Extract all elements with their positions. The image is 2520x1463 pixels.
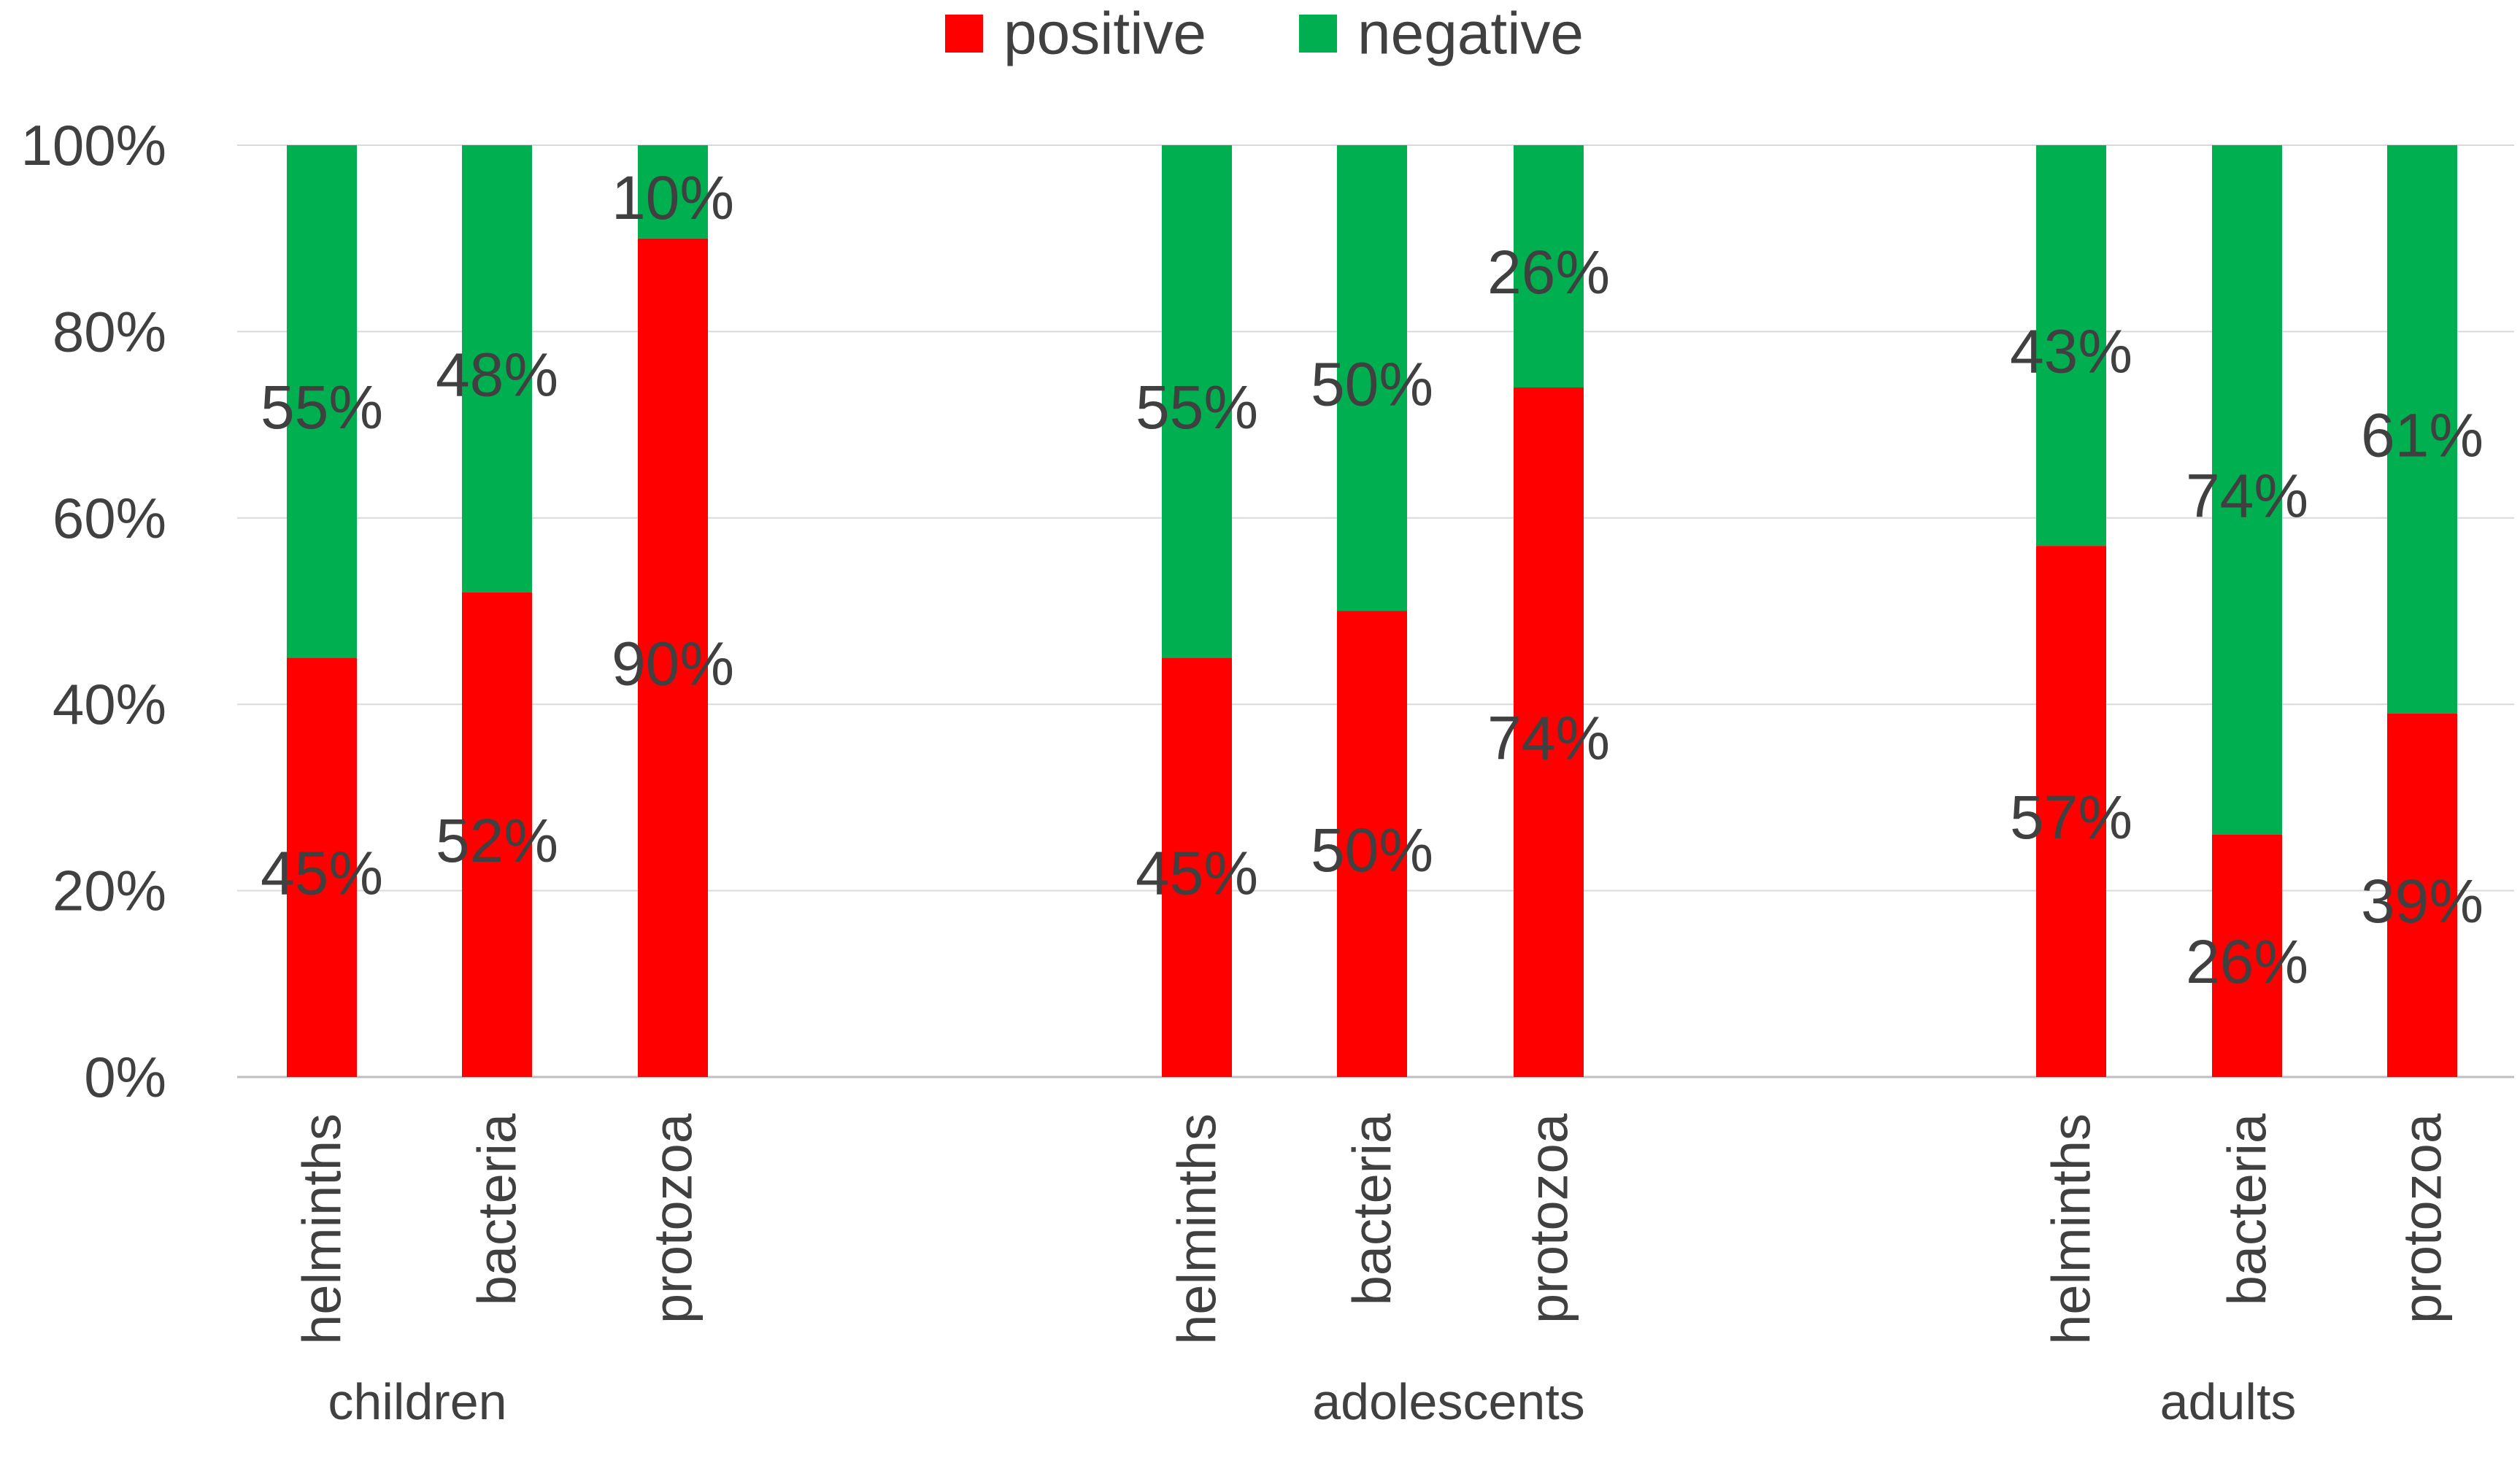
- legend-label-positive: positive: [1003, 1, 1206, 67]
- category-label: helminths: [292, 1113, 352, 1345]
- bar-segment-negative: [2036, 145, 2106, 547]
- data-label-positive: 39%: [2361, 867, 2484, 935]
- data-label-positive: 45%: [261, 839, 383, 908]
- data-label-negative: 48%: [436, 340, 558, 409]
- bar-segment-negative: [2212, 145, 2282, 835]
- data-label-positive: 90%: [612, 629, 734, 698]
- bar-segment-positive: [287, 657, 357, 1077]
- bar-segment-negative: [2387, 145, 2457, 714]
- bar-segment-positive: [462, 592, 532, 1077]
- category-label: helminths: [2041, 1113, 2102, 1345]
- data-label-negative: 50%: [1311, 350, 1433, 418]
- group-label: adolescents: [1312, 1373, 1585, 1430]
- y-tick-label: 20%: [53, 859, 166, 923]
- legend-swatch-positive: [945, 15, 983, 53]
- bar-segment-positive: [1337, 611, 1407, 1077]
- data-label-positive: 26%: [2186, 927, 2308, 996]
- data-label-positive: 50%: [1311, 816, 1433, 884]
- bar-segment-positive: [1162, 657, 1232, 1077]
- data-label-negative: 61%: [2361, 401, 2484, 469]
- category-label: bacteria: [467, 1113, 528, 1305]
- bar-segment-negative: [638, 145, 708, 239]
- group-label: children: [328, 1373, 506, 1430]
- category-label: bacteria: [2217, 1113, 2278, 1305]
- bar-segment-negative: [287, 145, 357, 658]
- data-label-negative: 43%: [2010, 317, 2132, 386]
- bar-segment-negative: [1514, 145, 1584, 388]
- data-label-negative: 10%: [612, 163, 734, 232]
- y-tick-label: 80%: [53, 299, 166, 363]
- bar-segment-positive: [2387, 713, 2457, 1077]
- category-label: protozoa: [1519, 1113, 1579, 1324]
- data-label-negative: 55%: [1136, 373, 1258, 441]
- category-label: bacteria: [1342, 1113, 1403, 1305]
- data-label-positive: 52%: [436, 806, 558, 875]
- legend-swatch-negative: [1299, 15, 1337, 53]
- data-label-negative: 55%: [261, 373, 383, 441]
- bar-segment-positive: [1514, 387, 1584, 1077]
- y-tick-label: 100%: [21, 113, 167, 177]
- data-label-negative: 74%: [2186, 461, 2308, 530]
- y-tick-label: 0%: [84, 1045, 166, 1109]
- data-label-positive: 45%: [1136, 839, 1258, 908]
- bar-segment-positive: [2036, 546, 2106, 1077]
- category-label: protozoa: [643, 1113, 704, 1324]
- y-tick-label: 40%: [53, 672, 166, 736]
- y-tick-label: 60%: [53, 486, 166, 550]
- category-label: helminths: [1167, 1113, 1228, 1345]
- data-label-positive: 74%: [1487, 704, 1610, 773]
- category-label: protozoa: [2392, 1113, 2453, 1324]
- data-label-negative: 26%: [1487, 238, 1610, 306]
- bar-segment-positive: [638, 238, 708, 1078]
- bar-segment-negative: [1337, 145, 1407, 611]
- bar-segment-negative: [1162, 145, 1232, 658]
- legend-label-negative: negative: [1357, 1, 1584, 67]
- group-label: adults: [2160, 1373, 2297, 1430]
- bar-segment-positive: [2212, 834, 2282, 1077]
- data-label-positive: 57%: [2010, 783, 2132, 852]
- bar-segment-negative: [462, 145, 532, 592]
